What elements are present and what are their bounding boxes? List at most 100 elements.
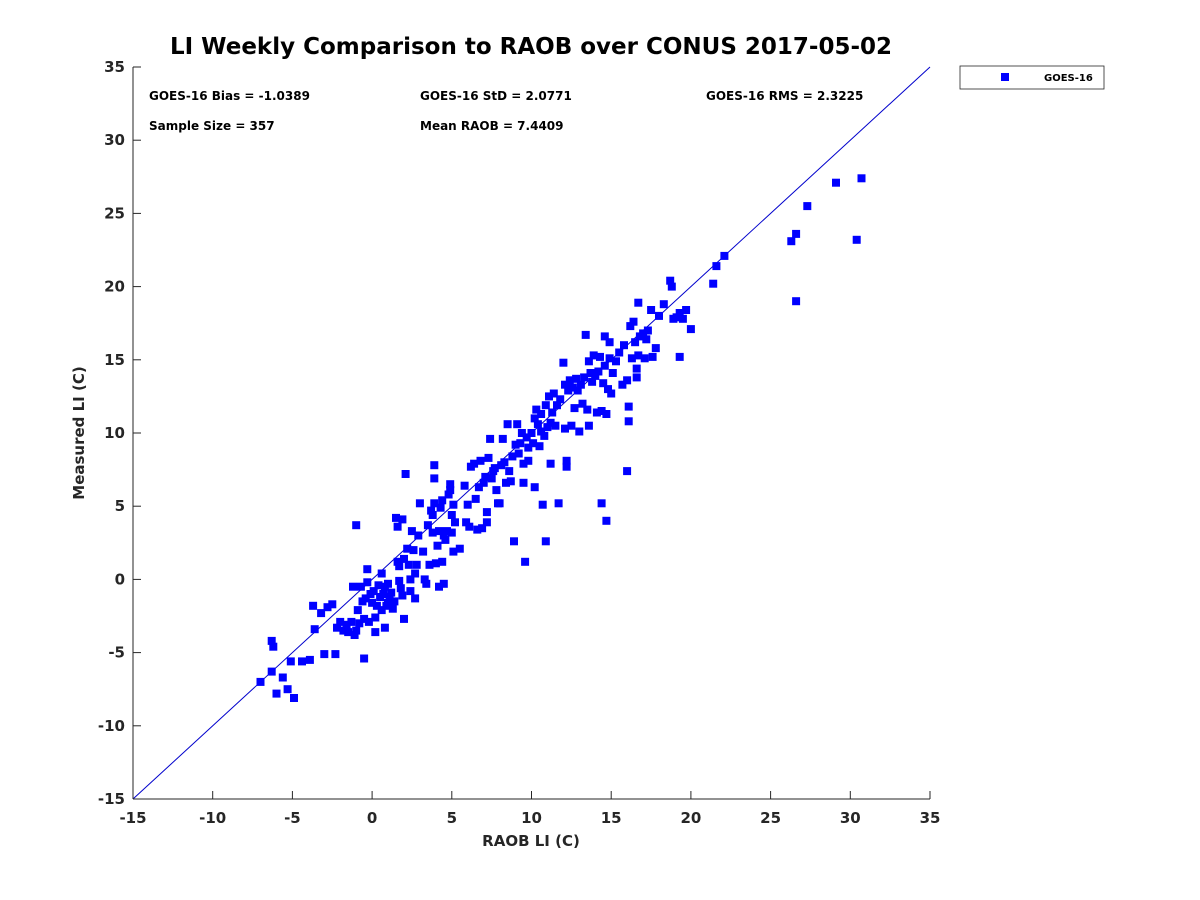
legend-label-goes16: GOES-16	[1044, 73, 1093, 84]
data-point	[556, 395, 565, 404]
data-point	[433, 541, 442, 550]
data-point	[395, 576, 404, 585]
data-point	[602, 410, 611, 418]
data-point	[336, 617, 345, 626]
data-point	[309, 601, 318, 610]
data-point	[532, 405, 541, 414]
x-tick-label: -15	[119, 809, 146, 827]
data-point	[640, 354, 649, 363]
data-point	[428, 511, 437, 519]
data-point	[803, 202, 812, 211]
data-point	[427, 506, 436, 515]
data-point	[581, 330, 590, 339]
data-point	[349, 582, 357, 591]
data-point	[290, 694, 298, 702]
data-point	[439, 579, 448, 588]
data-point	[272, 689, 281, 698]
data-point	[425, 560, 434, 569]
data-point	[562, 462, 571, 471]
data-point	[482, 508, 491, 517]
data-point	[363, 578, 372, 587]
data-point	[631, 338, 640, 347]
data-point	[451, 518, 459, 527]
data-point	[655, 311, 663, 320]
data-point	[283, 685, 292, 694]
data-point	[626, 322, 635, 331]
data-point	[446, 486, 455, 495]
data-point	[672, 313, 681, 322]
data-point	[597, 499, 606, 508]
y-axis-ticks: -15 -10 -5 0 5 10 15 20 25 30 35	[98, 58, 141, 808]
data-point	[624, 402, 633, 411]
data-point	[406, 587, 415, 596]
data-point	[620, 341, 628, 350]
data-point	[278, 673, 287, 682]
data-point	[612, 357, 620, 366]
data-point	[438, 557, 447, 566]
data-point	[533, 420, 542, 429]
data-point	[541, 401, 550, 410]
data-point	[686, 325, 695, 334]
data-point	[479, 478, 488, 487]
legend: GOES-16	[959, 65, 1105, 90]
data-point	[538, 500, 547, 509]
data-point	[443, 527, 451, 536]
data-point	[404, 560, 413, 569]
data-point	[486, 434, 495, 443]
data-point	[364, 617, 373, 626]
x-tick-label: -10	[199, 809, 226, 827]
data-point	[374, 581, 383, 590]
data-point	[393, 522, 402, 531]
data-point	[623, 376, 632, 385]
data-point	[634, 351, 643, 360]
y-tick-label: -5	[108, 644, 125, 662]
x-axis-title: RAOB LI (C)	[482, 832, 580, 850]
data-point	[449, 500, 458, 509]
x-tick-label: -5	[284, 809, 301, 827]
data-point	[420, 575, 429, 584]
data-point	[675, 352, 684, 361]
data-point	[447, 511, 456, 519]
data-point	[551, 421, 560, 430]
data-point	[267, 667, 276, 676]
data-point	[599, 379, 608, 388]
data-point	[286, 657, 295, 666]
data-point	[384, 579, 392, 588]
data-point	[298, 657, 306, 666]
data-point	[597, 407, 606, 415]
data-point	[632, 364, 641, 373]
data-point	[482, 518, 491, 527]
data-point	[347, 617, 356, 626]
y-tick-label: 35	[104, 58, 125, 76]
data-point	[608, 369, 617, 377]
data-point	[369, 587, 378, 596]
data-point	[377, 606, 386, 615]
data-point	[355, 619, 364, 628]
data-point	[398, 515, 407, 524]
data-point	[419, 547, 428, 556]
data-point	[385, 593, 394, 601]
data-point	[331, 650, 340, 659]
data-point	[473, 525, 482, 534]
data-point	[398, 591, 407, 600]
data-point	[589, 351, 598, 360]
y-tick-label: 10	[104, 424, 125, 442]
x-tick-label: 30	[840, 809, 861, 827]
data-point	[438, 496, 447, 505]
y-axis-title: Measured LI (C)	[70, 366, 88, 499]
data-point	[377, 569, 386, 578]
data-point	[393, 557, 402, 566]
data-point	[624, 417, 633, 426]
rms-annotation: GOES-16 RMS = 2.3225	[706, 89, 863, 103]
data-point	[320, 650, 329, 659]
data-point	[267, 636, 276, 645]
data-point	[712, 262, 721, 271]
x-tick-label: 25	[760, 809, 781, 827]
data-point	[317, 609, 326, 618]
data-point	[490, 464, 499, 473]
x-tick-label: 0	[367, 809, 377, 827]
data-point	[651, 344, 660, 353]
data-point	[403, 544, 412, 553]
data-point	[519, 459, 528, 468]
data-point	[422, 579, 431, 588]
